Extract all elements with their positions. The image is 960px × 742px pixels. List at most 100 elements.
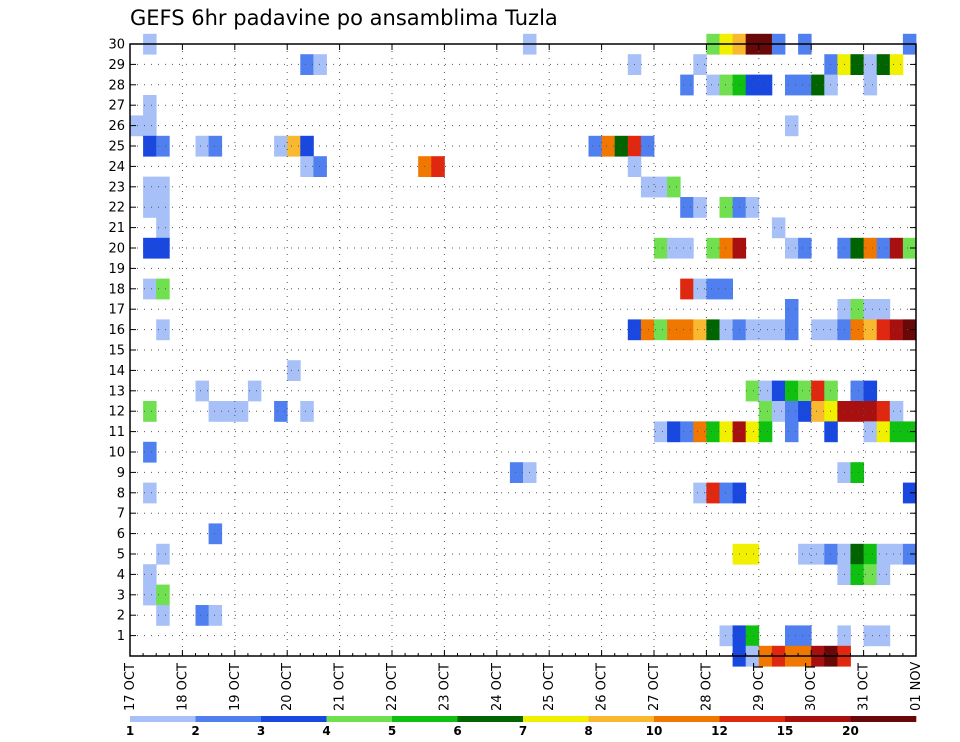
x-tick-label: 20 OCT xyxy=(280,663,295,711)
heatmap-cell xyxy=(850,543,864,565)
colorbar-swatch xyxy=(130,716,196,722)
heatmap-cell xyxy=(745,319,760,341)
heatmap-cell xyxy=(876,564,891,585)
heatmap-cell xyxy=(902,421,917,443)
heatmap-cell xyxy=(745,380,760,402)
x-tick-label: 22 OCT xyxy=(385,663,400,711)
heatmap-cell xyxy=(902,237,917,259)
heatmap-cell xyxy=(287,360,301,381)
heatmap-cell xyxy=(667,237,681,259)
heatmap-cell xyxy=(693,278,707,300)
colorbar-label: 7 xyxy=(519,724,527,738)
y-tick-label: 8 xyxy=(117,486,125,501)
heatmap-cell xyxy=(654,319,668,341)
heatmap-cell xyxy=(889,237,904,259)
heatmap-cell xyxy=(902,543,917,565)
x-tick-label: 26 OCT xyxy=(595,663,610,711)
heatmap-cell xyxy=(745,197,760,218)
heatmap-cell xyxy=(680,319,694,341)
colorbar-swatch xyxy=(261,716,327,722)
colorbar-swatch xyxy=(326,716,393,722)
colorbar-label: 1 xyxy=(126,724,134,738)
heatmap-cell xyxy=(143,135,157,157)
colorbar-swatch xyxy=(588,716,655,722)
colorbar-label: 12 xyxy=(711,724,728,738)
heatmap-cell xyxy=(863,319,878,341)
heatmap-cell xyxy=(798,237,812,259)
heatmap-cell xyxy=(745,421,760,443)
colorbar-swatch xyxy=(195,716,262,722)
y-tick-label: 15 xyxy=(108,344,125,359)
y-tick-label: 23 xyxy=(108,180,125,195)
heatmap-cell xyxy=(208,401,223,422)
heatmap-cell xyxy=(850,299,864,320)
heatmap-cell xyxy=(143,176,157,198)
y-axis-ticks: 1234567891011121314151617181920212223242… xyxy=(108,38,916,644)
heatmap-cell xyxy=(811,401,825,422)
heatmap-cell xyxy=(876,299,891,320)
heatmap-cell xyxy=(208,135,223,157)
y-tick-label: 1 xyxy=(117,629,125,644)
heatmap-cell xyxy=(863,625,878,647)
heatmap-cell xyxy=(693,421,707,443)
heatmap-cell xyxy=(811,543,825,565)
heatmap-cell xyxy=(798,74,812,96)
y-tick-label: 11 xyxy=(108,425,125,440)
heatmap-cell xyxy=(785,299,799,320)
y-tick-label: 4 xyxy=(117,568,125,583)
colorbar-swatch xyxy=(719,716,786,722)
heatmap-cell xyxy=(876,543,891,565)
heatmap-cell xyxy=(798,543,812,565)
colorbar-label: 15 xyxy=(777,724,794,738)
heatmap-cell xyxy=(850,380,864,402)
heatmap-cell xyxy=(889,401,904,422)
heatmap-cell xyxy=(850,54,864,75)
heatmap-cell xyxy=(863,74,878,96)
heatmap-cell xyxy=(876,319,891,341)
heatmap-cell xyxy=(902,319,917,341)
heatmap-cell xyxy=(889,319,904,341)
heatmap-cell xyxy=(902,482,917,504)
heatmap-cell xyxy=(706,421,720,443)
heatmap-cell xyxy=(588,135,602,157)
heatmap-cell xyxy=(824,54,838,75)
colorbar-label: 3 xyxy=(257,724,265,738)
heatmap-cell xyxy=(208,605,223,626)
y-tick-label: 18 xyxy=(108,282,125,297)
heatmap-cell xyxy=(758,421,773,443)
heatmap-cell xyxy=(863,564,878,585)
colorbar-label: 20 xyxy=(842,724,859,738)
heatmap-cell xyxy=(143,115,157,137)
heatmap-cell xyxy=(850,319,864,341)
x-tick-label: 29 OCT xyxy=(752,663,767,711)
heatmap-cell xyxy=(771,401,786,422)
y-tick-label: 6 xyxy=(117,527,125,542)
colorbar: 1 2 3 4 5 6 7 8 10 12 15 20 xyxy=(126,716,917,738)
heatmap-cell xyxy=(143,482,157,504)
heatmap-cell xyxy=(706,278,720,300)
heatmap-cell xyxy=(143,441,157,463)
heatmap-cell xyxy=(863,299,878,320)
heatmap-cell xyxy=(509,462,524,483)
heatmap-cell xyxy=(680,197,694,218)
y-tick-label: 12 xyxy=(108,405,125,420)
colorbar-swatch xyxy=(392,716,458,722)
y-tick-label: 14 xyxy=(108,364,125,379)
heatmap-cell xyxy=(274,135,288,157)
heatmap-cell xyxy=(745,543,760,565)
heatmap-cell xyxy=(771,217,786,239)
heatmap-cell xyxy=(300,401,314,422)
x-tick-label: 18 OCT xyxy=(175,663,190,711)
colorbar-label: 4 xyxy=(322,724,330,738)
heatmap-cell xyxy=(758,380,773,402)
heatmap-cell xyxy=(300,135,314,157)
heatmap-cell xyxy=(143,584,157,606)
heatmap-cell xyxy=(234,401,249,422)
heatmap-cell xyxy=(156,278,170,300)
heatmap-cell xyxy=(680,278,694,300)
y-tick-label: 26 xyxy=(108,119,125,134)
heatmap-cell xyxy=(863,421,878,443)
heatmap-cell xyxy=(863,380,878,402)
heatmap-cell xyxy=(785,237,799,259)
